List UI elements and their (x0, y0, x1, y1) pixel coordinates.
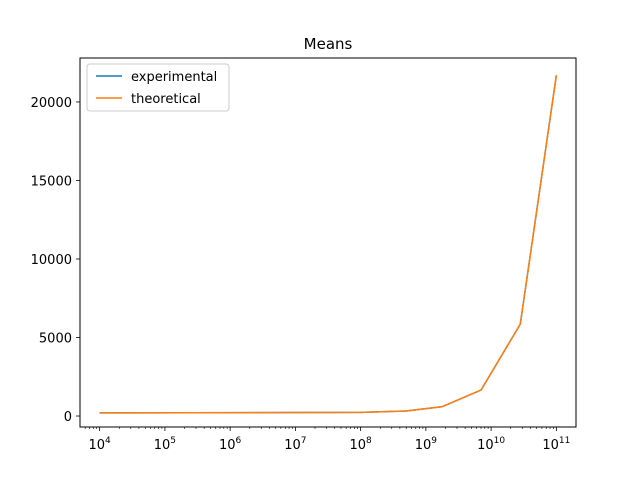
legend-box (86, 63, 230, 112)
legend: experimental theoretical (86, 63, 230, 112)
x-tick-label: 109 (415, 436, 438, 453)
x-tick-label: 106 (219, 436, 242, 453)
x-tick-label: 1011 (542, 436, 570, 453)
chart-title: Means (304, 35, 353, 53)
x-axis: 104 105 106 107 108 109 1010 1011 (84, 427, 570, 453)
series-line-experimental (99, 75, 558, 414)
y-tick-label: 0 (64, 410, 72, 425)
legend-label-theoretical: theoretical (131, 92, 201, 107)
y-axis: 0 5000 10000 15000 20000 (31, 96, 80, 425)
x-tick-label: 107 (284, 436, 306, 453)
x-tick-label: 104 (89, 436, 112, 453)
x-tick-label: 1010 (477, 436, 505, 453)
plot-frame (79, 57, 577, 428)
legend-label-experimental: experimental (131, 70, 217, 85)
x-tick-label: 108 (349, 436, 372, 453)
series-layer (99, 75, 558, 414)
series-line-theoretical (99, 75, 558, 414)
y-tick-label: 20000 (31, 96, 72, 111)
y-tick-label: 15000 (31, 174, 72, 189)
y-tick-label: 5000 (39, 331, 72, 346)
y-tick-label: 10000 (31, 253, 72, 268)
x-tick-label: 105 (154, 436, 176, 453)
